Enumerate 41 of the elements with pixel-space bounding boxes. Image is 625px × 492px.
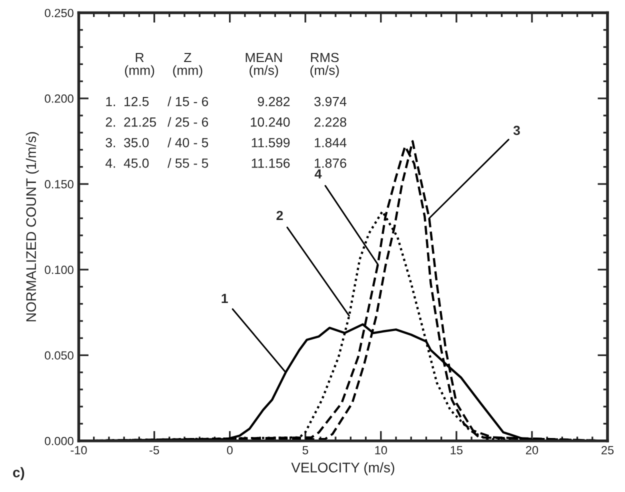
annotation: Z (mm)	[173, 52, 202, 78]
y-tick-label: 0.150	[44, 180, 74, 188]
annotation: / 40 - 5	[168, 138, 208, 148]
annotation: 1.844	[314, 138, 346, 148]
x-tick-label: -5	[150, 446, 160, 454]
x-axis-title: VELOCITY (m/s)	[291, 462, 394, 476]
annotation: 11.599	[252, 138, 290, 148]
x-tick-label: 5	[302, 446, 308, 454]
x-tick-label: 15	[450, 446, 462, 454]
annotation: 10.240	[250, 117, 290, 127]
annotation: / 25 - 6	[168, 117, 208, 127]
x-tick-label: 25	[602, 446, 614, 454]
annotation: 1	[222, 294, 228, 303]
annotation: 4	[314, 169, 322, 178]
y-tick-label: 0.050	[44, 351, 74, 360]
annotation: 3	[513, 126, 520, 136]
annotation: 3. 35.0	[106, 138, 149, 148]
annotation: 2. 21.25	[106, 117, 156, 127]
annotation: 2.228	[314, 117, 346, 127]
annotation: / 55 - 5	[168, 158, 208, 168]
annotation: R (mm)	[124, 52, 154, 78]
annotation: 1.876	[314, 158, 346, 168]
x-tick-label: -10	[70, 446, 87, 454]
annotation: / 15 - 6	[168, 96, 208, 106]
y-axis-title: NORMALIZED COUNT (1/m/s)	[26, 132, 39, 322]
annotation: 3.974	[314, 96, 346, 106]
annotation: MEAN (m/s)	[246, 52, 282, 78]
text: c)	[13, 467, 24, 480]
x-tick-label: 10	[375, 446, 387, 454]
annotation: RMS (m/s)	[310, 52, 339, 78]
annotation: 2	[276, 210, 283, 220]
y-tick-label: 0.200	[44, 94, 74, 103]
annotation: 9.282	[258, 96, 290, 106]
y-tick-label: 0.100	[44, 266, 74, 274]
annotation: 1. 12.5	[106, 96, 149, 106]
y-tick-label: 0.250	[44, 8, 74, 18]
y-tick-label: 0.000	[44, 436, 74, 446]
x-tick-label: 20	[526, 446, 538, 454]
x-tick-label: 0	[227, 446, 233, 454]
annotation: 4. 45.0	[105, 158, 149, 168]
annotation: 11.156	[252, 158, 290, 168]
